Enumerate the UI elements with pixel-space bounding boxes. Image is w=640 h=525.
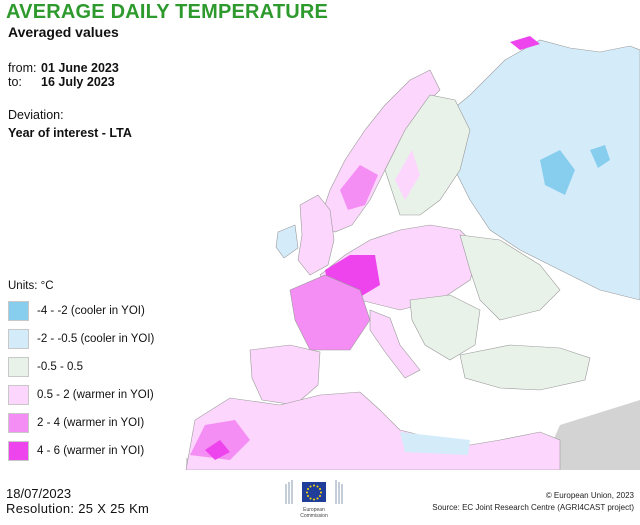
legend: Units: °C -4 - -2 (cooler in YOI) -2 - -… — [8, 280, 154, 465]
svg-text:Commission: Commission — [300, 513, 328, 519]
map-region-ireland — [275, 224, 299, 259]
legend-swatch — [8, 441, 29, 461]
period-to-row: to: 16 July 2023 — [8, 75, 119, 89]
period-from-row: from: 01 June 2023 — [8, 61, 119, 75]
map-region-east-cold-2 — [590, 145, 610, 168]
map-region-britain — [297, 194, 335, 276]
map-region-egypt-cool — [400, 432, 470, 455]
resolution-text: Resolution: 25 X 25 Km — [6, 501, 150, 516]
legend-swatch — [8, 413, 29, 433]
map-region-arctic-hot — [510, 36, 540, 50]
legend-swatch — [8, 357, 29, 377]
map-region-sweden-warm — [395, 150, 420, 200]
legend-item: 2 - 4 (warmer in YOI) — [8, 409, 154, 437]
map-region-italy — [369, 309, 421, 379]
legend-item: -2 - -0.5 (cooler in YOI) — [8, 325, 154, 353]
deviation-label: Deviation: — [8, 108, 64, 122]
map-title: AVERAGE DAILY TEMPERATURE — [6, 1, 329, 23]
legend-item: -0.5 - 0.5 — [8, 353, 154, 381]
to-date: 16 July 2023 — [41, 75, 115, 89]
legend-label: 4 - 6 (warmer in YOI) — [37, 445, 145, 457]
map-outside-region — [540, 400, 640, 470]
map-region-north-africa-hot — [205, 440, 230, 460]
map-region-france — [289, 274, 371, 351]
legend-label: 2 - 4 (warmer in YOI) — [37, 417, 145, 429]
deviation-value: Year of interest - LTA — [8, 126, 132, 140]
legend-label: 0.5 - 2 (warmer in YOI) — [37, 389, 154, 401]
legend-label: -4 - -2 (cooler in YOI) — [37, 305, 145, 317]
legend-swatch — [8, 385, 29, 405]
map-region-eastern-europe — [459, 234, 561, 321]
european-commission-logo: European Commission — [284, 478, 344, 520]
map-region-turkey — [459, 344, 591, 391]
legend-swatch — [8, 329, 29, 349]
legend-units: Units: °C — [8, 280, 54, 292]
from-date: 01 June 2023 — [41, 61, 119, 75]
source-text: Source: EC Joint Research Centre (AGRI4C… — [432, 503, 634, 512]
copyright-text: © European Union, 2023 — [545, 491, 634, 500]
map-region-balkans — [409, 294, 481, 361]
temperature-map — [185, 36, 640, 470]
to-label: to: — [8, 75, 22, 89]
from-label: from: — [8, 61, 37, 75]
map-region-east — [439, 39, 640, 301]
issue-date: 18/07/2023 — [6, 486, 72, 501]
map-region-norway-warm — [340, 165, 378, 210]
legend-item: 4 - 6 (warmer in YOI) — [8, 437, 154, 465]
svg-text:European: European — [303, 507, 325, 513]
legend-label: -0.5 - 0.5 — [37, 361, 84, 373]
legend-label: -2 - -0.5 (cooler in YOI) — [37, 333, 155, 345]
legend-swatch — [8, 301, 29, 321]
period-info: from: 01 June 2023 to: 16 July 2023 — [8, 61, 119, 89]
map-region-iberia — [249, 344, 321, 406]
legend-item: 0.5 - 2 (warmer in YOI) — [8, 381, 154, 409]
map-region-east-cold — [540, 150, 575, 195]
legend-item: -4 - -2 (cooler in YOI) — [8, 297, 154, 325]
map-subtitle: Averaged values — [8, 24, 119, 40]
